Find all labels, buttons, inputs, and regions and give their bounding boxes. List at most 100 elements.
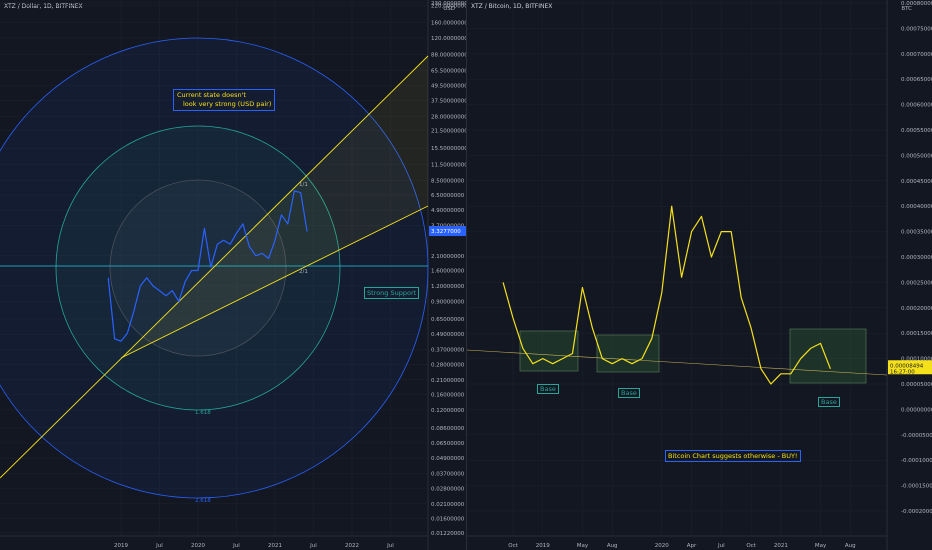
trendline-1-1: [0, 55, 429, 479]
price-tick-label: 15.50000000: [431, 146, 466, 152]
time-tick-label: Oct: [508, 543, 518, 549]
price-tick-label: 0.02100000: [431, 502, 465, 508]
price-tick-label: 0.00045000: [901, 179, 932, 185]
last-price-badge: [429, 226, 466, 237]
price-tick-label: 0.00055000: [901, 128, 932, 134]
currency-label: BTC: [901, 6, 912, 12]
price-tick-label: 0.03700000: [431, 471, 465, 477]
time-tick-label: Aug: [607, 543, 618, 549]
price-tick-label: 11.50000000: [431, 162, 466, 168]
right-chart-header: XTZ / Bitcoin, 1D, BITFINEX: [471, 3, 553, 10]
price-tick-label: 0.00005000: [901, 382, 932, 388]
time-tick-label: 2021: [268, 543, 282, 549]
price-tick-label: 0.49000000: [431, 332, 465, 338]
price-tick-label: 0.21000000: [431, 378, 465, 384]
price-tick-label: 0.37000000: [431, 347, 465, 353]
price-tick-label: 0.01600000: [431, 516, 465, 522]
time-tick-label: Jul: [309, 543, 317, 549]
price-tick-label: 0.00015000: [901, 331, 932, 337]
time-tick-label: 2021: [774, 543, 788, 549]
strong-support-label: Strong Support: [364, 287, 420, 299]
price-tick-label: 28.00000000: [431, 114, 466, 120]
buy-note: Bitcoin Chart suggests otherwise - BUY!: [665, 450, 801, 462]
time-tick-label: May: [815, 543, 827, 549]
price-tick-label: 0.16000000: [431, 392, 465, 398]
price-tick-label: 6.50000000: [431, 193, 465, 199]
currency-label: USD: [443, 6, 455, 12]
price-tick-label: 0.00010000: [901, 357, 932, 363]
time-tick-label: May: [577, 543, 589, 549]
price-tick-label: 0.04900000: [431, 456, 465, 462]
price-tick-label: 1.60000000: [431, 268, 465, 274]
countdown-value: 16:27:00: [890, 369, 915, 375]
base-label-2: Base: [618, 388, 640, 398]
state-note-line1: Current state doesn't: [177, 91, 246, 99]
price-tick-label: 0.06500000: [431, 441, 465, 447]
price-tick-label: 37.50000000: [431, 99, 466, 105]
price-tick-label: 0.00075000: [901, 26, 932, 32]
base-box-1: [519, 330, 579, 372]
price-tick-label: 0.28000000: [431, 362, 465, 368]
last-price-value: 3.3277000: [431, 229, 461, 235]
price-tick-label: 0.65000000: [431, 317, 465, 323]
support-trendline: [467, 349, 888, 376]
base-label-1: Base: [537, 384, 559, 394]
price-tick-label: 49.50000000: [431, 84, 466, 90]
fib-fan-area: [121, 55, 428, 358]
base-box-2: [596, 334, 660, 373]
left-chart-pane[interactable]: XTZ / Dollar, 1D, BITFINEX 230.000000002…: [0, 0, 466, 550]
price-tick-label: 0.90000000: [431, 299, 465, 305]
price-tick-label: 0.00025000: [901, 280, 932, 286]
time-tick-label: 2019: [114, 543, 128, 549]
right-chart-pane[interactable]: XTZ / Bitcoin, 1D, BITFINEX 0.00080000 0.…: [466, 0, 932, 550]
trendline-2-1: [120, 205, 429, 359]
last-price-value: 0.00008494: [890, 363, 924, 369]
price-tick-label: 21.50000000: [431, 129, 466, 135]
price-tick-label: 0.12000000: [431, 408, 465, 414]
price-tick-label: 65.50000000: [431, 69, 466, 75]
price-tick-label: 230.00000000: [431, 1, 466, 7]
price-tick-label: 0.00040000: [901, 204, 932, 210]
price-tick-label: 0.02800000: [431, 486, 465, 492]
time-tick-label: Oct: [746, 543, 756, 549]
price-tick-label: 8.50000000: [431, 179, 465, 185]
time-tick-label: 2022: [345, 543, 359, 549]
price-tick-label: 0.00070000: [901, 52, 932, 58]
state-note: Current state doesn't look very strong (…: [173, 89, 276, 111]
fib-circle-2618: [0, 37, 429, 499]
price-tick-label: 0.00050000: [901, 153, 932, 159]
time-tick-label: Jul: [717, 543, 725, 549]
price-tick-label: 0.00080000: [901, 1, 932, 7]
price-tick-label: -0.00005000: [901, 433, 932, 439]
price-tick-label: 220.00000000: [431, 3, 466, 9]
price-tick-label: -0.00015000: [901, 484, 932, 490]
xtz-usd-price-line: [107, 190, 308, 342]
price-tick-label: 0.00000000: [901, 407, 932, 413]
time-tick-label: Jul: [232, 543, 240, 549]
last-price-badge: [888, 360, 932, 375]
time-tick-label: Apr: [687, 543, 697, 549]
price-tick-label: 2.10000000: [431, 254, 465, 260]
time-tick-label: 2020: [191, 543, 205, 549]
fib-label-2-1: 2/1: [299, 269, 308, 275]
time-tick-label: 2020: [655, 543, 669, 549]
price-tick-label: 0.01220000: [431, 531, 465, 537]
left-price-chart[interactable]: 230.00000000220.00000000 160.00000000 120.…: [0, 0, 466, 550]
price-tick-label: 4.90000000: [431, 208, 465, 214]
time-tick-label: Jul: [155, 543, 163, 549]
time-tick-label: Aug: [845, 543, 856, 549]
price-tick-label: 0.00030000: [901, 255, 932, 261]
price-tick-label: 88.00000000: [431, 53, 466, 59]
time-tick-label: 2019: [536, 543, 550, 549]
time-tick-label: Jul: [386, 543, 394, 549]
base-box-3: [789, 328, 867, 384]
state-note-line2: look very strong (USD pair): [183, 100, 272, 108]
fib-label-1618: 1.618: [195, 410, 211, 416]
price-tick-label: 160.00000000: [431, 21, 466, 27]
right-price-chart[interactable]: 0.00080000 0.00075000 0.00070000 0.00065000…: [467, 0, 932, 550]
price-tick-label: -0.00020000: [901, 509, 932, 515]
left-chart-header: XTZ / Dollar, 1D, BITFINEX: [4, 3, 83, 10]
price-tick-label: 1.20000000: [431, 284, 465, 290]
xtz-btc-price-line: [502, 205, 831, 385]
price-tick-label: 120.00000000: [431, 36, 466, 42]
